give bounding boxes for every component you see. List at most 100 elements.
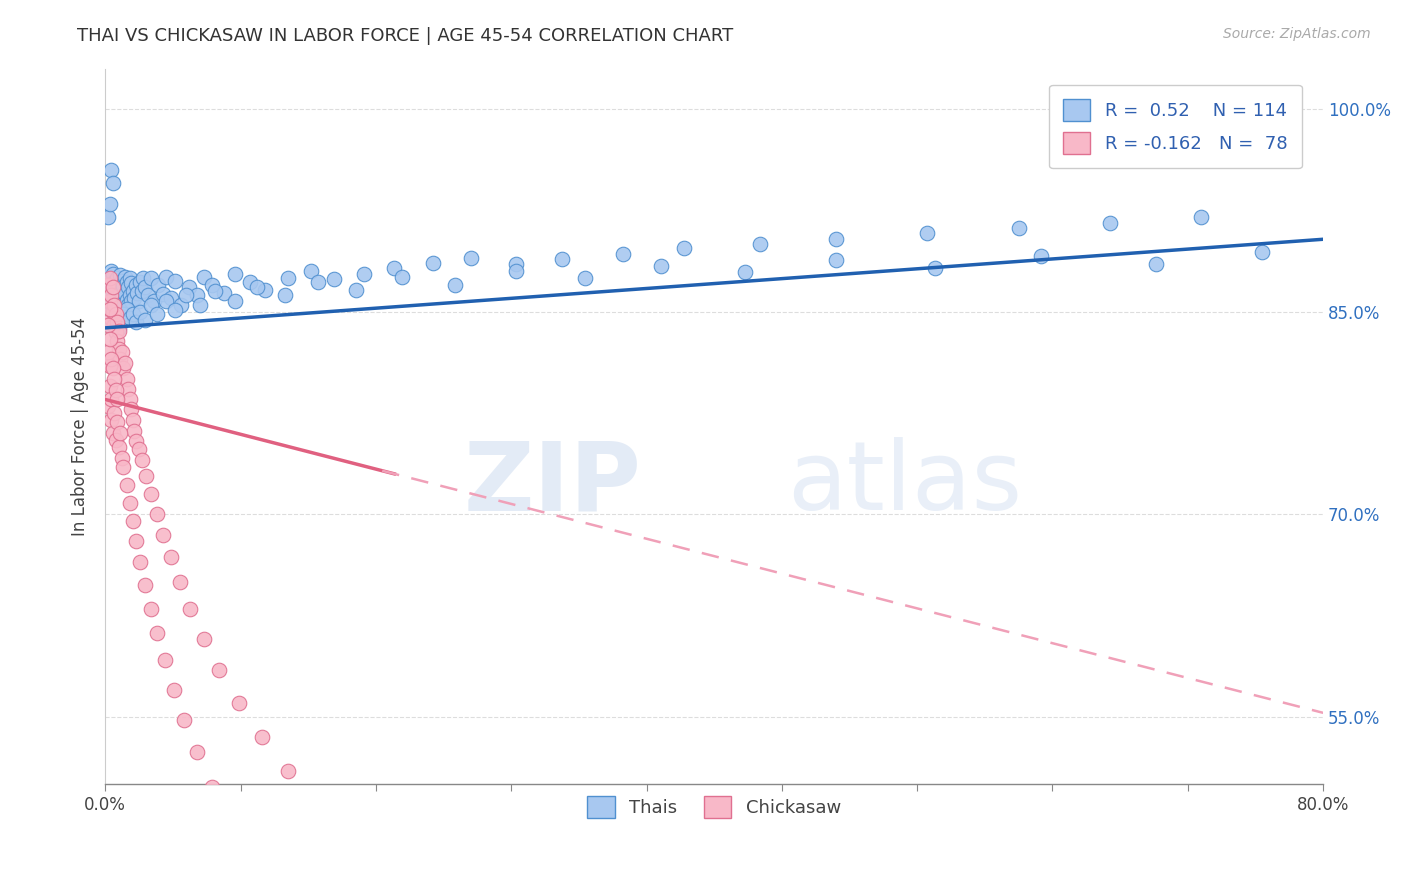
Point: [152, 287, 174, 301]
Point: [422, 256, 444, 270]
Point: [124, 316, 146, 330]
Point: [1098, 215, 1121, 229]
Point: [201, 780, 224, 794]
Point: [131, 453, 153, 467]
Point: [103, 291, 125, 305]
Point: [98, 359, 121, 373]
Point: [128, 293, 150, 308]
Point: [118, 271, 141, 285]
Point: [118, 311, 141, 326]
Point: [219, 818, 242, 832]
Point: [98, 379, 121, 393]
Point: [100, 162, 122, 177]
Point: [111, 450, 134, 465]
Point: [121, 285, 143, 299]
Point: [105, 392, 128, 407]
Point: [108, 321, 131, 335]
Point: [174, 288, 197, 302]
Point: [1144, 257, 1167, 271]
Point: [159, 291, 181, 305]
Point: [110, 316, 132, 330]
Point: [114, 269, 136, 284]
Point: [505, 264, 527, 278]
Point: [551, 252, 574, 266]
Point: [100, 351, 122, 366]
Point: [118, 288, 141, 302]
Point: [117, 382, 139, 396]
Point: [97, 345, 120, 359]
Point: [134, 280, 156, 294]
Point: [212, 285, 235, 300]
Point: [101, 267, 124, 281]
Point: [108, 440, 131, 454]
Point: [574, 271, 596, 285]
Point: [201, 277, 224, 292]
Point: [111, 274, 134, 288]
Point: [146, 307, 169, 321]
Point: [112, 460, 135, 475]
Point: [193, 632, 215, 646]
Point: [120, 277, 142, 291]
Point: [274, 288, 297, 302]
Point: [122, 424, 145, 438]
Text: THAI VS CHICKASAW IN LABOR FORCE | AGE 45-54 CORRELATION CHART: THAI VS CHICKASAW IN LABOR FORCE | AGE 4…: [77, 27, 734, 45]
Point: [105, 311, 128, 326]
Point: [101, 304, 124, 318]
Point: [104, 280, 127, 294]
Point: [101, 280, 124, 294]
Point: [179, 602, 201, 616]
Point: [98, 271, 121, 285]
Point: [146, 626, 169, 640]
Point: [129, 555, 152, 569]
Point: [322, 272, 344, 286]
Point: [391, 269, 413, 284]
Point: [163, 682, 186, 697]
Point: [101, 304, 124, 318]
Point: [1189, 210, 1212, 224]
Point: [121, 514, 143, 528]
Point: [612, 246, 634, 260]
Text: ZIP: ZIP: [463, 437, 641, 530]
Point: [825, 232, 848, 246]
Point: [153, 653, 176, 667]
Point: [136, 288, 159, 302]
Point: [672, 241, 695, 255]
Point: [115, 477, 138, 491]
Point: [148, 277, 170, 292]
Point: [105, 271, 128, 285]
Point: [105, 316, 128, 330]
Point: [117, 298, 139, 312]
Point: [384, 261, 406, 276]
Point: [98, 288, 121, 302]
Point: [98, 318, 121, 333]
Point: [97, 210, 120, 224]
Point: [444, 277, 467, 292]
Point: [103, 406, 125, 420]
Point: [155, 269, 177, 284]
Point: [139, 602, 162, 616]
Point: [186, 745, 208, 759]
Point: [118, 392, 141, 407]
Point: [103, 275, 125, 289]
Point: [111, 345, 134, 359]
Point: [103, 298, 125, 312]
Point: [165, 303, 187, 318]
Point: [98, 196, 121, 211]
Point: [100, 264, 122, 278]
Point: [100, 277, 122, 292]
Point: [110, 268, 132, 283]
Point: [122, 291, 145, 305]
Point: [169, 574, 191, 589]
Point: [105, 334, 128, 349]
Point: [104, 325, 127, 339]
Point: [307, 802, 329, 816]
Point: [142, 293, 165, 308]
Point: [208, 663, 231, 677]
Point: [299, 264, 322, 278]
Point: [118, 496, 141, 510]
Point: [98, 293, 121, 308]
Point: [112, 307, 135, 321]
Point: [115, 301, 138, 316]
Point: [103, 318, 125, 333]
Point: [825, 253, 848, 268]
